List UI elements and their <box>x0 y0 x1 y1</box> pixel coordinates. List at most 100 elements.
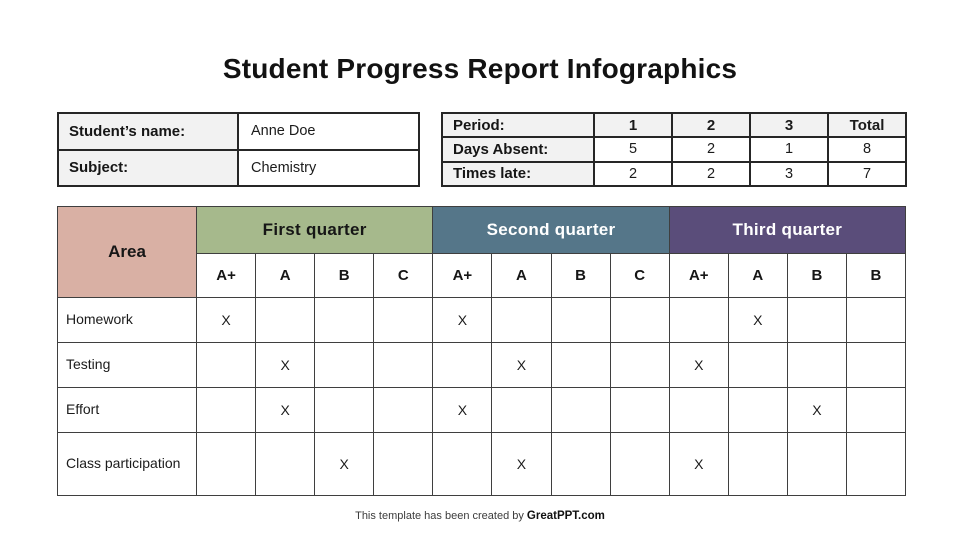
attendance-table: Period: 1 2 3 Total Days Absent: 5 2 1 8 Times l… <box>441 111 907 187</box>
grade-header-cell: A <box>491 253 552 298</box>
area-header-cell: Area <box>57 206 197 298</box>
attendance-value: 7 <box>827 160 907 187</box>
quarter-header-q3: Third quarter <box>668 206 907 254</box>
attendance-header-row: Period: 1 2 3 Total <box>441 111 907 139</box>
attendance-value: 2 <box>593 160 673 187</box>
progress-row: Homework X X X <box>57 297 907 343</box>
mark-cell-empty <box>786 432 847 496</box>
mark-cell-empty <box>845 342 907 388</box>
attendance-value: 5 <box>593 136 673 163</box>
attendance-row-label: Times late: <box>441 160 595 187</box>
quarter-header-row: Area First quarter Second quarter Third qua… <box>57 206 907 298</box>
grade-header-cell: A+ <box>432 253 493 298</box>
student-info-label: Student’s name: <box>57 112 239 151</box>
grade-header-row: A+ A B C A+ A B C A+ A B B <box>58 253 907 298</box>
mark-cell-empty <box>550 342 611 388</box>
attendance-period-col: Total <box>827 111 907 139</box>
mark-cell-empty <box>373 387 434 433</box>
mark-cell-empty <box>314 387 375 433</box>
mark-cell-empty <box>786 342 847 388</box>
grade-header-cell: C <box>609 253 670 298</box>
attendance-value: 8 <box>827 136 907 163</box>
mark-cell-empty <box>727 432 788 496</box>
attendance-value: 1 <box>749 136 829 163</box>
footer-brand-link[interactable]: GreatPPT.com <box>526 510 605 522</box>
mark-cell-checked: X <box>432 297 493 343</box>
student-info-label: Subject: <box>57 148 239 187</box>
mark-cell-checked: X <box>432 387 493 433</box>
grade-header-cell: A <box>727 253 788 298</box>
mark-cell-checked: X <box>668 432 729 496</box>
mark-cell-empty <box>491 387 552 433</box>
grade-header-cell: B <box>550 253 611 298</box>
attendance-value: 2 <box>671 160 751 187</box>
mark-cell-empty <box>609 342 670 388</box>
mark-cell-checked: X <box>786 387 847 433</box>
student-info-table: Student’s name: Anne Doe Subject: Chemis… <box>57 112 420 187</box>
mark-cell-empty <box>550 432 611 496</box>
mark-cell-checked: X <box>314 432 375 496</box>
progress-row: Class participation X X X <box>57 432 907 496</box>
mark-cell-empty <box>727 387 788 433</box>
mark-cell-empty <box>609 432 670 496</box>
mark-cell-empty <box>845 387 907 433</box>
mark-cell-empty <box>373 342 434 388</box>
footer-text: This template has been created by <box>355 510 527 522</box>
quarter-header-q1: First quarter <box>195 206 434 254</box>
attendance-period-col: 3 <box>749 111 829 139</box>
student-info-value: Anne Doe <box>237 112 420 151</box>
page-title: Student Progress Report Infographics <box>222 53 738 84</box>
mark-cell-empty <box>786 297 847 343</box>
area-row-label: Testing <box>57 342 197 388</box>
area-row-label: Class participation <box>57 432 197 496</box>
mark-cell-empty <box>727 342 788 388</box>
attendance-row: Times late: 2 2 3 7 <box>441 160 907 187</box>
mark-cell-empty <box>195 387 257 433</box>
mark-cell-empty <box>845 297 907 343</box>
mark-cell-checked: X <box>255 387 316 433</box>
mark-cell-empty <box>314 297 375 343</box>
mark-cell-empty <box>432 342 493 388</box>
grade-header-cell: B <box>845 253 907 298</box>
grade-header-cell: A <box>255 253 316 298</box>
mark-cell-empty <box>668 387 729 433</box>
student-info-value: Chemistry <box>237 148 420 187</box>
mark-cell-checked: X <box>195 297 257 343</box>
grade-header-cell: C <box>373 253 434 298</box>
mark-cell-checked: X <box>491 342 552 388</box>
attendance-period-col: 1 <box>593 111 673 139</box>
attendance-row: Days Absent: 5 2 1 8 <box>441 136 907 163</box>
mark-cell-empty <box>609 297 670 343</box>
grade-header-cell: A+ <box>195 253 257 298</box>
attendance-header-label: Period: <box>441 111 595 139</box>
mark-cell-empty <box>195 432 257 496</box>
grade-header-cell: A+ <box>668 253 729 298</box>
mark-cell-empty <box>373 297 434 343</box>
attendance-period-col: 2 <box>671 111 751 139</box>
area-row-label: Effort <box>57 387 197 433</box>
quarter-header-q2: Second quarter <box>432 206 670 254</box>
mark-cell-empty <box>550 297 611 343</box>
progress-row: Testing X X X <box>57 342 907 388</box>
progress-row: Effort X X X <box>57 387 907 433</box>
attendance-value: 3 <box>749 160 829 187</box>
mark-cell-empty <box>432 432 493 496</box>
area-row-label: Homework <box>57 297 197 343</box>
mark-cell-empty <box>255 432 316 496</box>
mark-cell-checked: X <box>668 342 729 388</box>
student-info-row: Student’s name: Anne Doe <box>57 112 420 151</box>
footer-credit: This template has been created by GreatP… <box>0 510 960 522</box>
mark-cell-empty <box>609 387 670 433</box>
mark-cell-checked: X <box>727 297 788 343</box>
grade-header-cell: B <box>786 253 847 298</box>
mark-cell-empty <box>491 297 552 343</box>
mark-cell-empty <box>314 342 375 388</box>
grade-header-cell: B <box>314 253 375 298</box>
mark-cell-empty <box>845 432 907 496</box>
student-info-row: Subject: Chemistry <box>57 148 420 187</box>
mark-cell-empty <box>255 297 316 343</box>
progress-table: Area First quarter Second quarter Third qua… <box>57 206 907 496</box>
mark-cell-empty <box>195 342 257 388</box>
attendance-value: 2 <box>671 136 751 163</box>
